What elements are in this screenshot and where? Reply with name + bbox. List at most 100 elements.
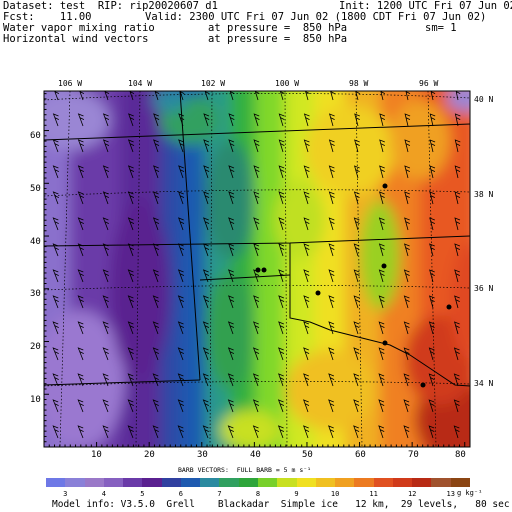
wind-barb <box>404 139 411 153</box>
legend-swatch <box>412 478 432 487</box>
wind-barb <box>403 373 410 387</box>
wind-barb <box>127 191 135 205</box>
legend-swatch <box>277 478 298 487</box>
wind-barb <box>429 113 436 127</box>
legend-swatch <box>335 478 355 487</box>
wind-barb <box>378 217 385 231</box>
legend-swatch <box>450 478 471 487</box>
wind-barb <box>102 191 109 205</box>
wind-barb <box>303 295 310 309</box>
wind-barb <box>454 269 460 283</box>
wind-barb <box>252 347 260 361</box>
legend-swatch <box>65 478 86 487</box>
wind-barb <box>152 347 159 361</box>
wind-barb <box>127 295 134 309</box>
lat-label-40n: 40 N <box>474 95 494 104</box>
wind-barb <box>77 399 84 413</box>
legend-swatch <box>296 478 317 487</box>
legend-swatch <box>123 478 143 487</box>
legend-label: 13 <box>446 490 455 498</box>
wind-barb <box>378 191 385 205</box>
wind-barb <box>252 425 260 439</box>
wind-barb <box>253 295 260 309</box>
wind-barb <box>202 269 210 283</box>
model-info: Model info: V3.5.0 Grell Blackadar Simpl… <box>52 499 510 510</box>
legend-swatch <box>392 478 413 487</box>
lat-label-36n: 36 N <box>474 284 494 293</box>
lon-label-100w: 100 W <box>275 79 300 88</box>
wind-barb <box>77 347 84 361</box>
wind-barb <box>305 91 310 101</box>
wind-barb <box>328 243 335 257</box>
wind-barb <box>203 139 210 153</box>
wind-barb <box>277 425 285 439</box>
wind-barb <box>303 399 310 413</box>
wind-barb <box>153 165 160 179</box>
wind-barb <box>303 243 310 257</box>
legend-swatch <box>315 478 336 487</box>
wind-barb <box>228 139 235 153</box>
legend-label: 9 <box>294 490 299 498</box>
x-tick-60: 60 <box>355 450 366 460</box>
wind-barb <box>278 321 285 335</box>
wind-barb <box>227 321 235 335</box>
wind-barb <box>278 243 285 257</box>
wind-barb <box>177 321 184 335</box>
wind-barb <box>203 113 210 127</box>
wind-barb <box>77 139 84 153</box>
wind-barb <box>102 399 109 413</box>
wind-barb <box>328 425 335 439</box>
wind-barb <box>127 399 134 413</box>
wind-barb <box>428 295 435 309</box>
latlon-grid <box>44 91 470 447</box>
wind-barb <box>278 139 285 153</box>
wind-barb <box>52 399 59 413</box>
wind-barb <box>253 217 260 231</box>
wind-barb <box>228 191 235 205</box>
wind-barb <box>253 139 260 153</box>
wind-barb <box>378 243 385 257</box>
wind-barb <box>202 425 209 439</box>
wind-barb <box>354 113 360 127</box>
wind-barb <box>153 113 160 127</box>
wind-barb <box>380 91 386 101</box>
wind-barb <box>202 321 210 335</box>
wind-barb <box>328 269 335 283</box>
legend-label: 6 <box>178 490 184 498</box>
wind-barb <box>453 425 460 439</box>
wind-barb <box>353 217 360 231</box>
wind-barb <box>278 295 285 309</box>
wind-barb <box>202 399 209 413</box>
lon-label-106w: 106 W <box>58 79 83 88</box>
dataset-label: Dataset: test RIP: rip20020607 d1 <box>3 0 218 12</box>
wind-barb <box>77 165 84 179</box>
wind-barb <box>378 269 385 283</box>
smoothing-value: sm= 1 <box>425 22 457 34</box>
wind-barb <box>102 321 109 335</box>
wind-barb <box>227 347 235 361</box>
wind-barb <box>229 91 235 101</box>
wind-barb <box>54 91 60 101</box>
wind-barb <box>102 113 110 127</box>
wind-barb <box>330 91 335 101</box>
wind-barb <box>378 295 385 309</box>
wind-barb <box>253 191 260 205</box>
legend-label: 5 <box>140 490 145 498</box>
wind-barb <box>127 347 134 361</box>
wind-barb <box>152 243 160 257</box>
wind-barb <box>303 373 310 387</box>
wind-barb <box>353 399 360 413</box>
legend-swatch <box>46 478 66 487</box>
wind-barb <box>127 269 134 283</box>
wind-barb <box>429 191 436 205</box>
wind-barb <box>328 113 335 127</box>
wind-barb <box>152 321 159 335</box>
wind-barb <box>428 399 435 413</box>
wind-barb <box>328 165 335 179</box>
wind-barb <box>428 321 435 335</box>
wind-barb <box>127 139 135 153</box>
wind-barb <box>454 113 461 127</box>
wind-barb <box>52 191 59 205</box>
wind-barb <box>127 425 134 439</box>
